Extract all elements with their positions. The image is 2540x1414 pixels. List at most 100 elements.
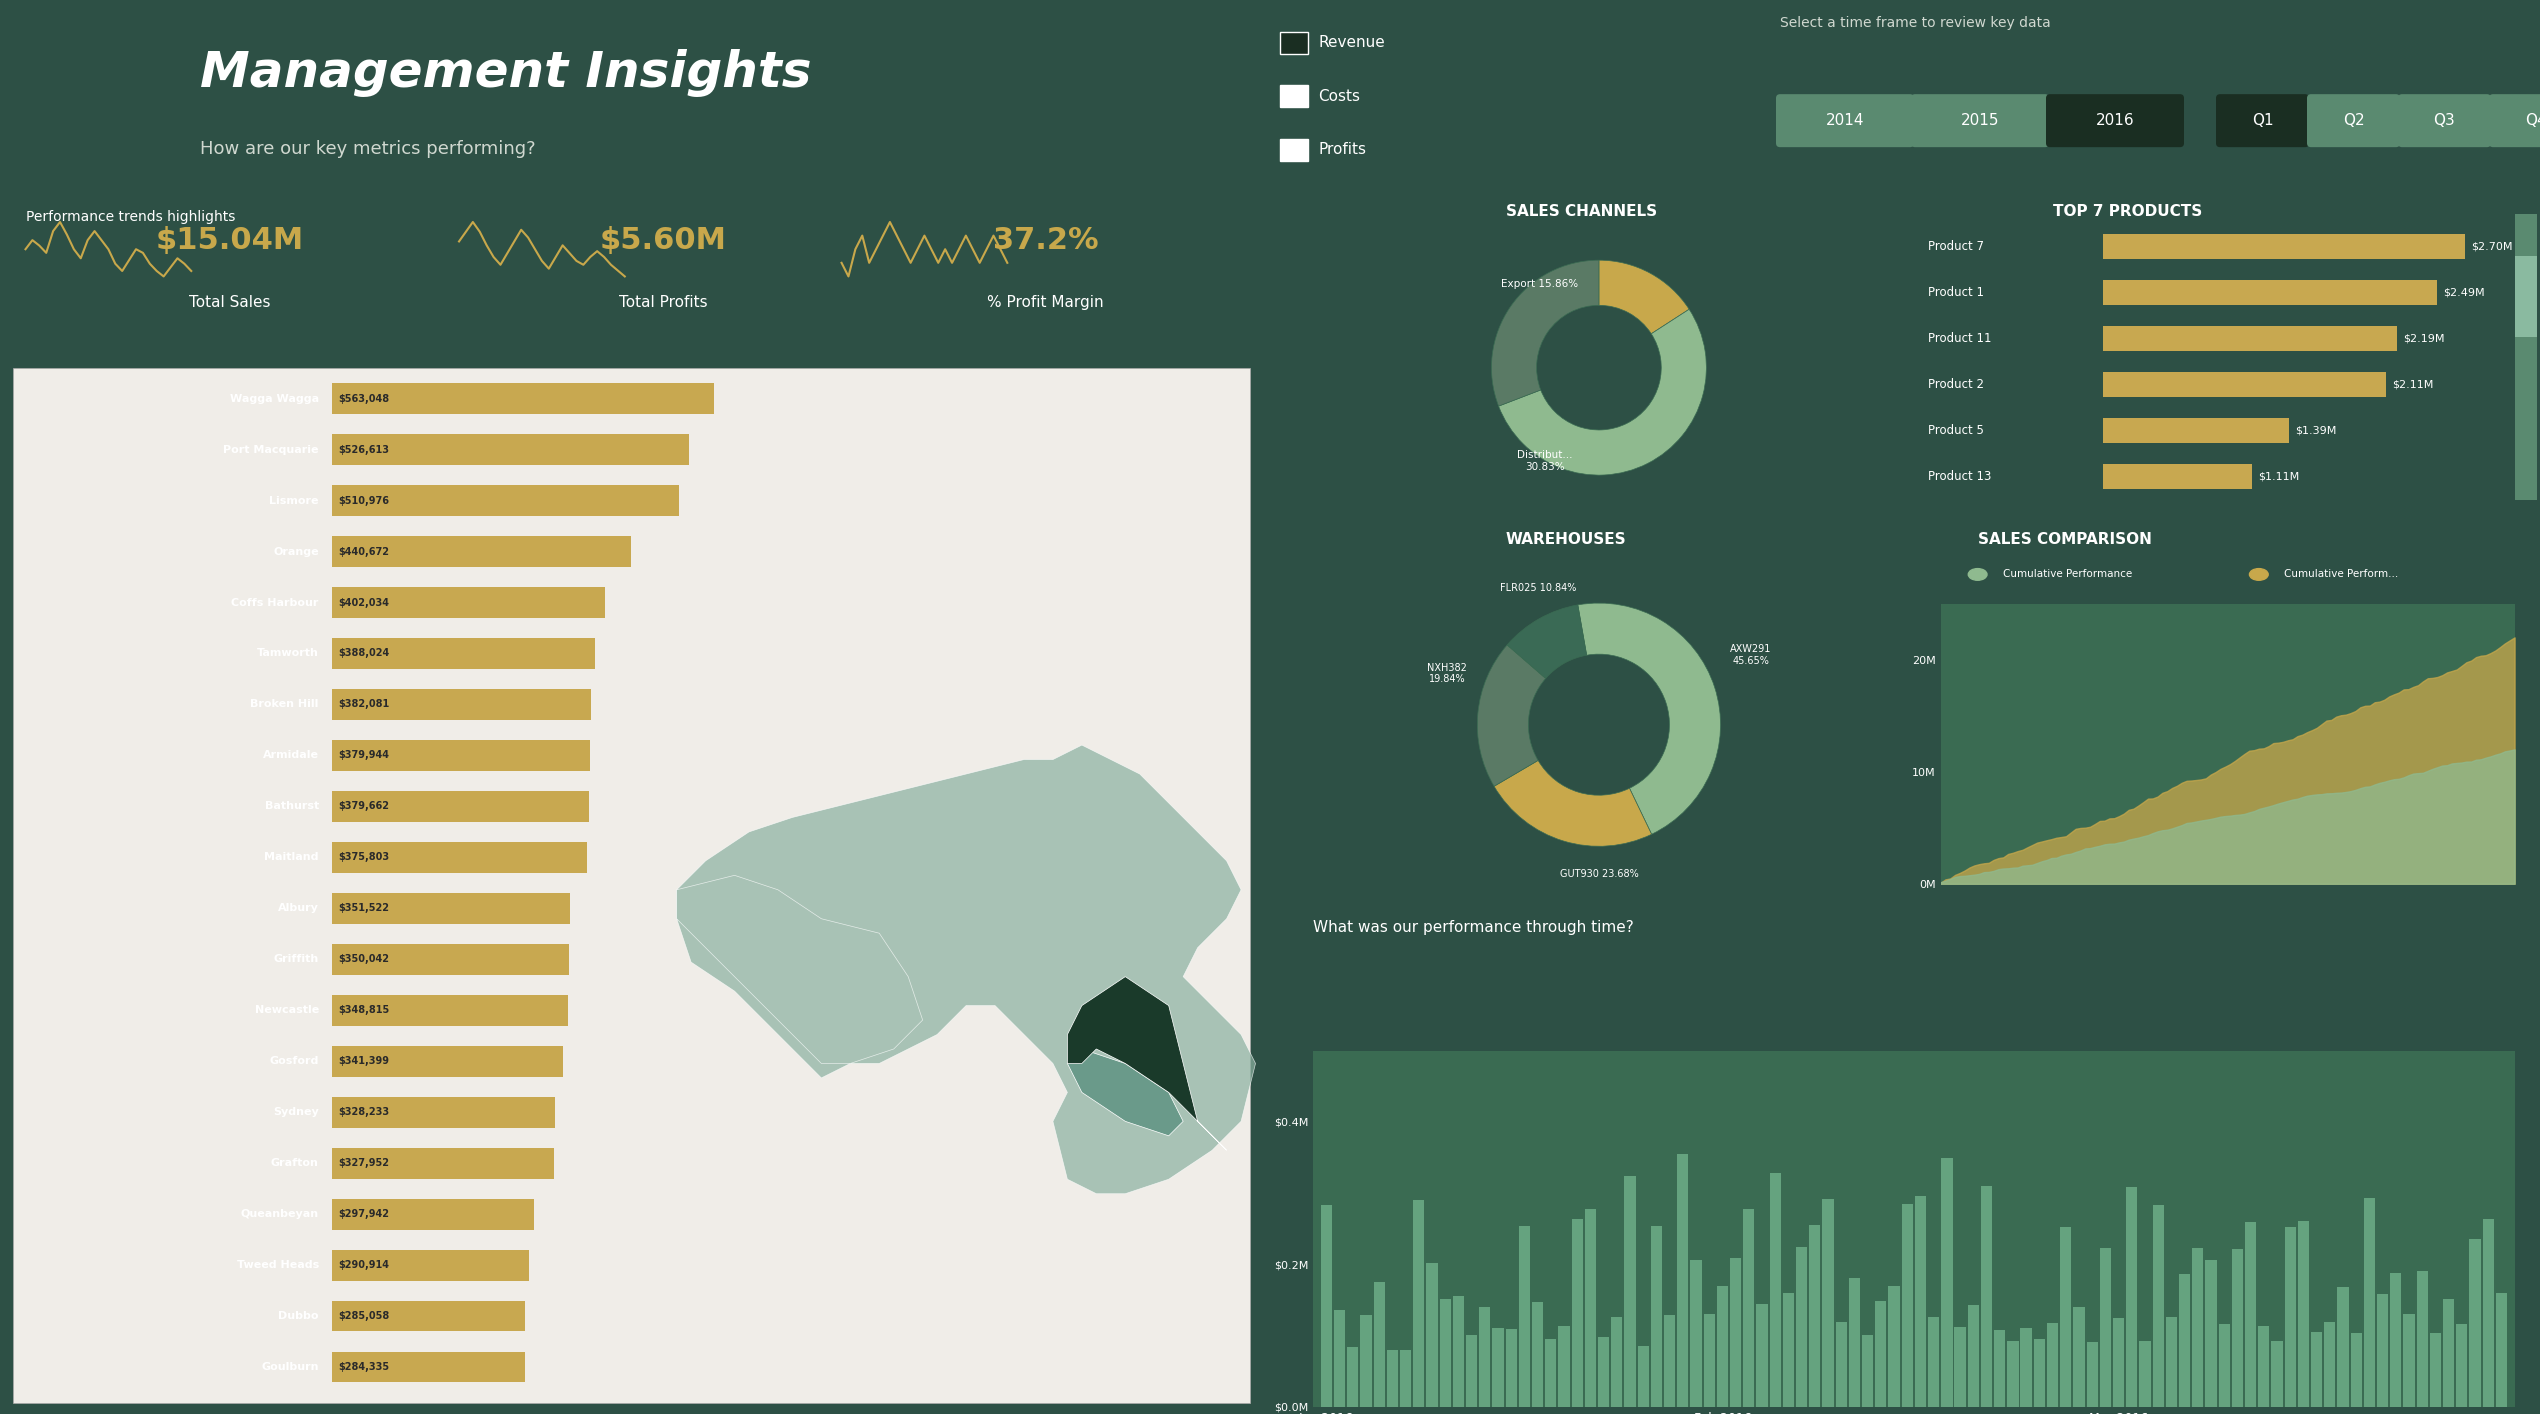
Text: Distribut...
30.83%: Distribut... 30.83% [1516,450,1572,472]
Text: $1.39M: $1.39M [2296,426,2337,436]
Text: $1.11M: $1.11M [2258,472,2299,482]
Bar [2103,419,2289,444]
Text: SALES CHANNELS: SALES CHANNELS [1506,204,1656,219]
Bar [2324,1322,2334,1407]
Bar [2035,1339,2045,1407]
Bar [2019,1328,2032,1407]
Text: $2.19M: $2.19M [2403,334,2443,344]
Text: Gosford: Gosford [269,1056,320,1066]
Text: AXW291
45.65%: AXW291 45.65% [1730,645,1770,666]
Bar [1466,1335,1478,1407]
Bar [2192,1247,2202,1407]
Bar [1730,1258,1742,1407]
Text: Product 2: Product 2 [1928,378,1984,392]
Text: Product 5: Product 5 [1928,424,1984,437]
Bar [2390,1274,2400,1407]
Bar [333,843,587,872]
Bar [1770,1174,1781,1407]
Bar [2101,1249,2111,1407]
Bar [1519,1226,1529,1407]
Bar [2469,1239,2482,1407]
Circle shape [1968,568,1986,580]
Bar [1626,1176,1636,1407]
Bar [2311,1332,2322,1407]
Bar [1506,1329,1516,1407]
Bar [1280,31,1308,54]
Bar [2073,1307,2085,1407]
Text: Select a time frame to review key data: Select a time frame to review key data [1781,16,2050,30]
Text: Total Sales: Total Sales [188,296,269,311]
Bar [1412,1200,1425,1407]
Text: $327,952: $327,952 [338,1158,389,1168]
Text: What was our performance through time?: What was our performance through time? [1313,921,1633,935]
Text: Goulburn: Goulburn [262,1362,320,1372]
Text: $379,944: $379,944 [338,751,389,761]
Bar [333,383,714,414]
Bar [2217,1325,2230,1407]
Text: Tweed Heads: Tweed Heads [236,1260,320,1270]
Wedge shape [1494,761,1651,846]
Bar [2139,1342,2151,1407]
Text: $15.04M: $15.04M [155,226,305,255]
Text: How are our key metrics performing?: How are our key metrics performing? [201,140,536,158]
Text: Coffs Harbour: Coffs Harbour [231,598,320,608]
Text: $563,048: $563,048 [338,393,389,403]
Text: % Profit Margin: % Profit Margin [988,296,1105,311]
Text: $341,399: $341,399 [338,1056,389,1066]
Text: Cumulative Perform...: Cumulative Perform... [2283,570,2398,580]
Bar [333,1148,554,1178]
Text: $526,613: $526,613 [338,444,389,454]
Text: $382,081: $382,081 [338,700,389,710]
Text: FLR025 10.84%: FLR025 10.84% [1501,583,1577,592]
Text: $5.60M: $5.60M [599,226,726,255]
Bar [2350,1333,2362,1407]
Bar [333,740,589,771]
FancyBboxPatch shape [2489,95,2540,147]
Text: Costs: Costs [1318,89,1359,103]
Bar [2103,372,2385,397]
Text: Q2: Q2 [2342,113,2365,129]
Bar [1887,1285,1900,1407]
Circle shape [2250,568,2268,580]
Bar [1494,1328,1504,1407]
Wedge shape [1499,310,1707,475]
Bar [1610,1316,1623,1407]
Bar [1824,1199,1834,1407]
Bar [1941,1158,1953,1407]
Bar [1374,1282,1384,1407]
Bar [1862,1335,1875,1407]
Bar [1560,1326,1570,1407]
Text: Broken Hill: Broken Hill [251,700,320,710]
Bar [2103,280,2436,305]
Text: 2016: 2016 [2096,113,2134,129]
Bar [333,1199,533,1230]
Bar [2403,1315,2416,1407]
Bar [2085,1342,2098,1407]
Text: $290,914: $290,914 [338,1260,389,1270]
Text: Performance trends highlights: Performance trends highlights [25,209,234,223]
Bar [1994,1329,2004,1407]
Wedge shape [1598,260,1689,334]
FancyBboxPatch shape [2306,95,2400,147]
Bar [1717,1287,1727,1407]
Bar [2365,1198,2375,1407]
Text: $402,034: $402,034 [338,598,389,608]
Bar [2245,1222,2256,1407]
Bar [1808,1225,1821,1407]
Bar [2456,1325,2466,1407]
Bar [333,790,589,822]
Bar [1742,1209,1755,1407]
Text: $284,335: $284,335 [338,1362,389,1372]
Text: $297,942: $297,942 [338,1209,389,1219]
Bar [333,1301,526,1332]
Polygon shape [1067,977,1227,1151]
Bar [2515,256,2537,338]
Text: Cumulative Performance: Cumulative Performance [2002,570,2131,580]
Text: Product 7: Product 7 [1928,240,1984,253]
Text: $510,976: $510,976 [338,495,389,506]
Bar [1478,1307,1491,1407]
Bar [2151,1205,2164,1407]
Text: Product 11: Product 11 [1928,332,1991,345]
Bar [1676,1154,1689,1407]
Text: $351,522: $351,522 [338,904,389,913]
